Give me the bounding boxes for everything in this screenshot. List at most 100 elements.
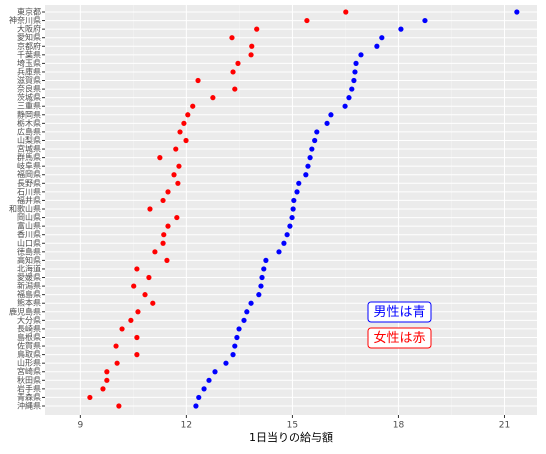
dot (342, 103, 348, 109)
y-tick-label: 宮城県 (17, 144, 41, 154)
dot (234, 334, 240, 341)
dot (248, 52, 254, 58)
dot (212, 369, 218, 375)
y-tick-label: 香川県 (17, 229, 41, 239)
y-tick-label: 奈良県 (17, 84, 41, 94)
dot (353, 60, 359, 66)
y-tick-label: 高知県 (17, 255, 41, 265)
dot (160, 240, 166, 246)
dot (177, 129, 183, 135)
y-tick-label: 青森県 (17, 392, 41, 402)
dot (165, 223, 171, 229)
y-tick-label: 兵庫県 (17, 66, 41, 76)
dot (147, 206, 153, 212)
dot (230, 69, 236, 75)
dot (150, 300, 156, 306)
dot (113, 343, 119, 349)
dot (276, 249, 282, 255)
dot (303, 172, 309, 178)
dot (232, 86, 238, 92)
dot (244, 309, 250, 315)
dot (100, 386, 106, 392)
dot (183, 137, 189, 144)
y-tick-label: 和歌山県 (9, 204, 41, 214)
dot (128, 317, 134, 323)
y-tick-label: 石川県 (17, 187, 41, 196)
dot (135, 309, 141, 315)
y-tick-label: 新潟県 (17, 281, 41, 291)
dot (119, 326, 125, 332)
dot (164, 257, 170, 263)
dot (236, 326, 242, 332)
dot (134, 334, 140, 341)
dot (223, 360, 229, 366)
dot (307, 155, 313, 161)
x-tick-label: 15 (287, 421, 298, 431)
dot (351, 77, 357, 84)
y-tick-label: 愛知県 (17, 32, 41, 42)
y-tick-label: 茨城県 (17, 92, 41, 102)
y-tick-label: 岩手県 (17, 383, 41, 393)
dot (210, 95, 216, 101)
y-tick-label: 徳島県 (17, 246, 41, 256)
dot (256, 292, 262, 298)
dot (104, 377, 110, 383)
y-tick-label: 島根県 (17, 332, 41, 342)
legend-label: 男性は青 (373, 305, 425, 320)
dot (181, 120, 187, 126)
y-tick-label: 沖縄県 (17, 401, 41, 411)
dot (195, 77, 201, 84)
dot (185, 112, 191, 118)
x-tick-label: 18 (393, 421, 405, 431)
y-tick-label: 神奈川県 (9, 15, 41, 25)
dot (304, 17, 310, 24)
y-tick-label: 静岡県 (17, 109, 41, 119)
dot (131, 283, 137, 289)
dot (196, 394, 202, 401)
y-tick-label: 群馬県 (17, 152, 41, 162)
y-tick-label: 佐賀県 (17, 341, 41, 351)
dot (349, 86, 355, 92)
dot (206, 377, 212, 383)
y-tick-label: 山形県 (17, 358, 41, 368)
y-tick-label: 福井県 (17, 195, 41, 205)
x-tick-label: 12 (181, 421, 192, 431)
dot (190, 103, 196, 109)
y-tick-label: 愛媛県 (17, 272, 41, 282)
dot (328, 112, 334, 118)
dot (422, 17, 428, 24)
dot (193, 403, 199, 409)
dot (374, 43, 380, 49)
dot (249, 43, 255, 49)
y-tick-label: 熊本県 (17, 298, 41, 308)
y-tick-label: 岐阜県 (17, 161, 41, 171)
y-tick-label: 鳥取県 (17, 349, 41, 359)
dot (157, 155, 163, 161)
y-tick-label: 鹿児島県 (9, 306, 41, 316)
dot (294, 189, 300, 195)
dot (176, 163, 182, 169)
y-tick-label: 秋田県 (17, 375, 41, 385)
dot (232, 343, 238, 349)
legend-label: 女性は赤 (373, 330, 425, 346)
y-tick-label: 埼玉県 (17, 58, 41, 68)
dot (248, 300, 254, 306)
dot (116, 403, 122, 409)
dot (343, 9, 349, 15)
dot (230, 352, 236, 358)
dot (165, 189, 171, 195)
dot (290, 206, 296, 212)
x-tick-label: 9 (77, 421, 83, 431)
dot (263, 257, 269, 263)
dot (309, 146, 315, 152)
dot (254, 26, 260, 32)
x-tick-label: 21 (499, 421, 510, 431)
dot (235, 60, 241, 66)
dot (312, 137, 318, 144)
y-tick-label: 大分県 (17, 315, 41, 325)
dot (87, 394, 93, 401)
dot (171, 172, 177, 178)
y-tick-label: 福島県 (17, 289, 41, 299)
dot (142, 292, 148, 298)
legend-box (367, 327, 432, 349)
